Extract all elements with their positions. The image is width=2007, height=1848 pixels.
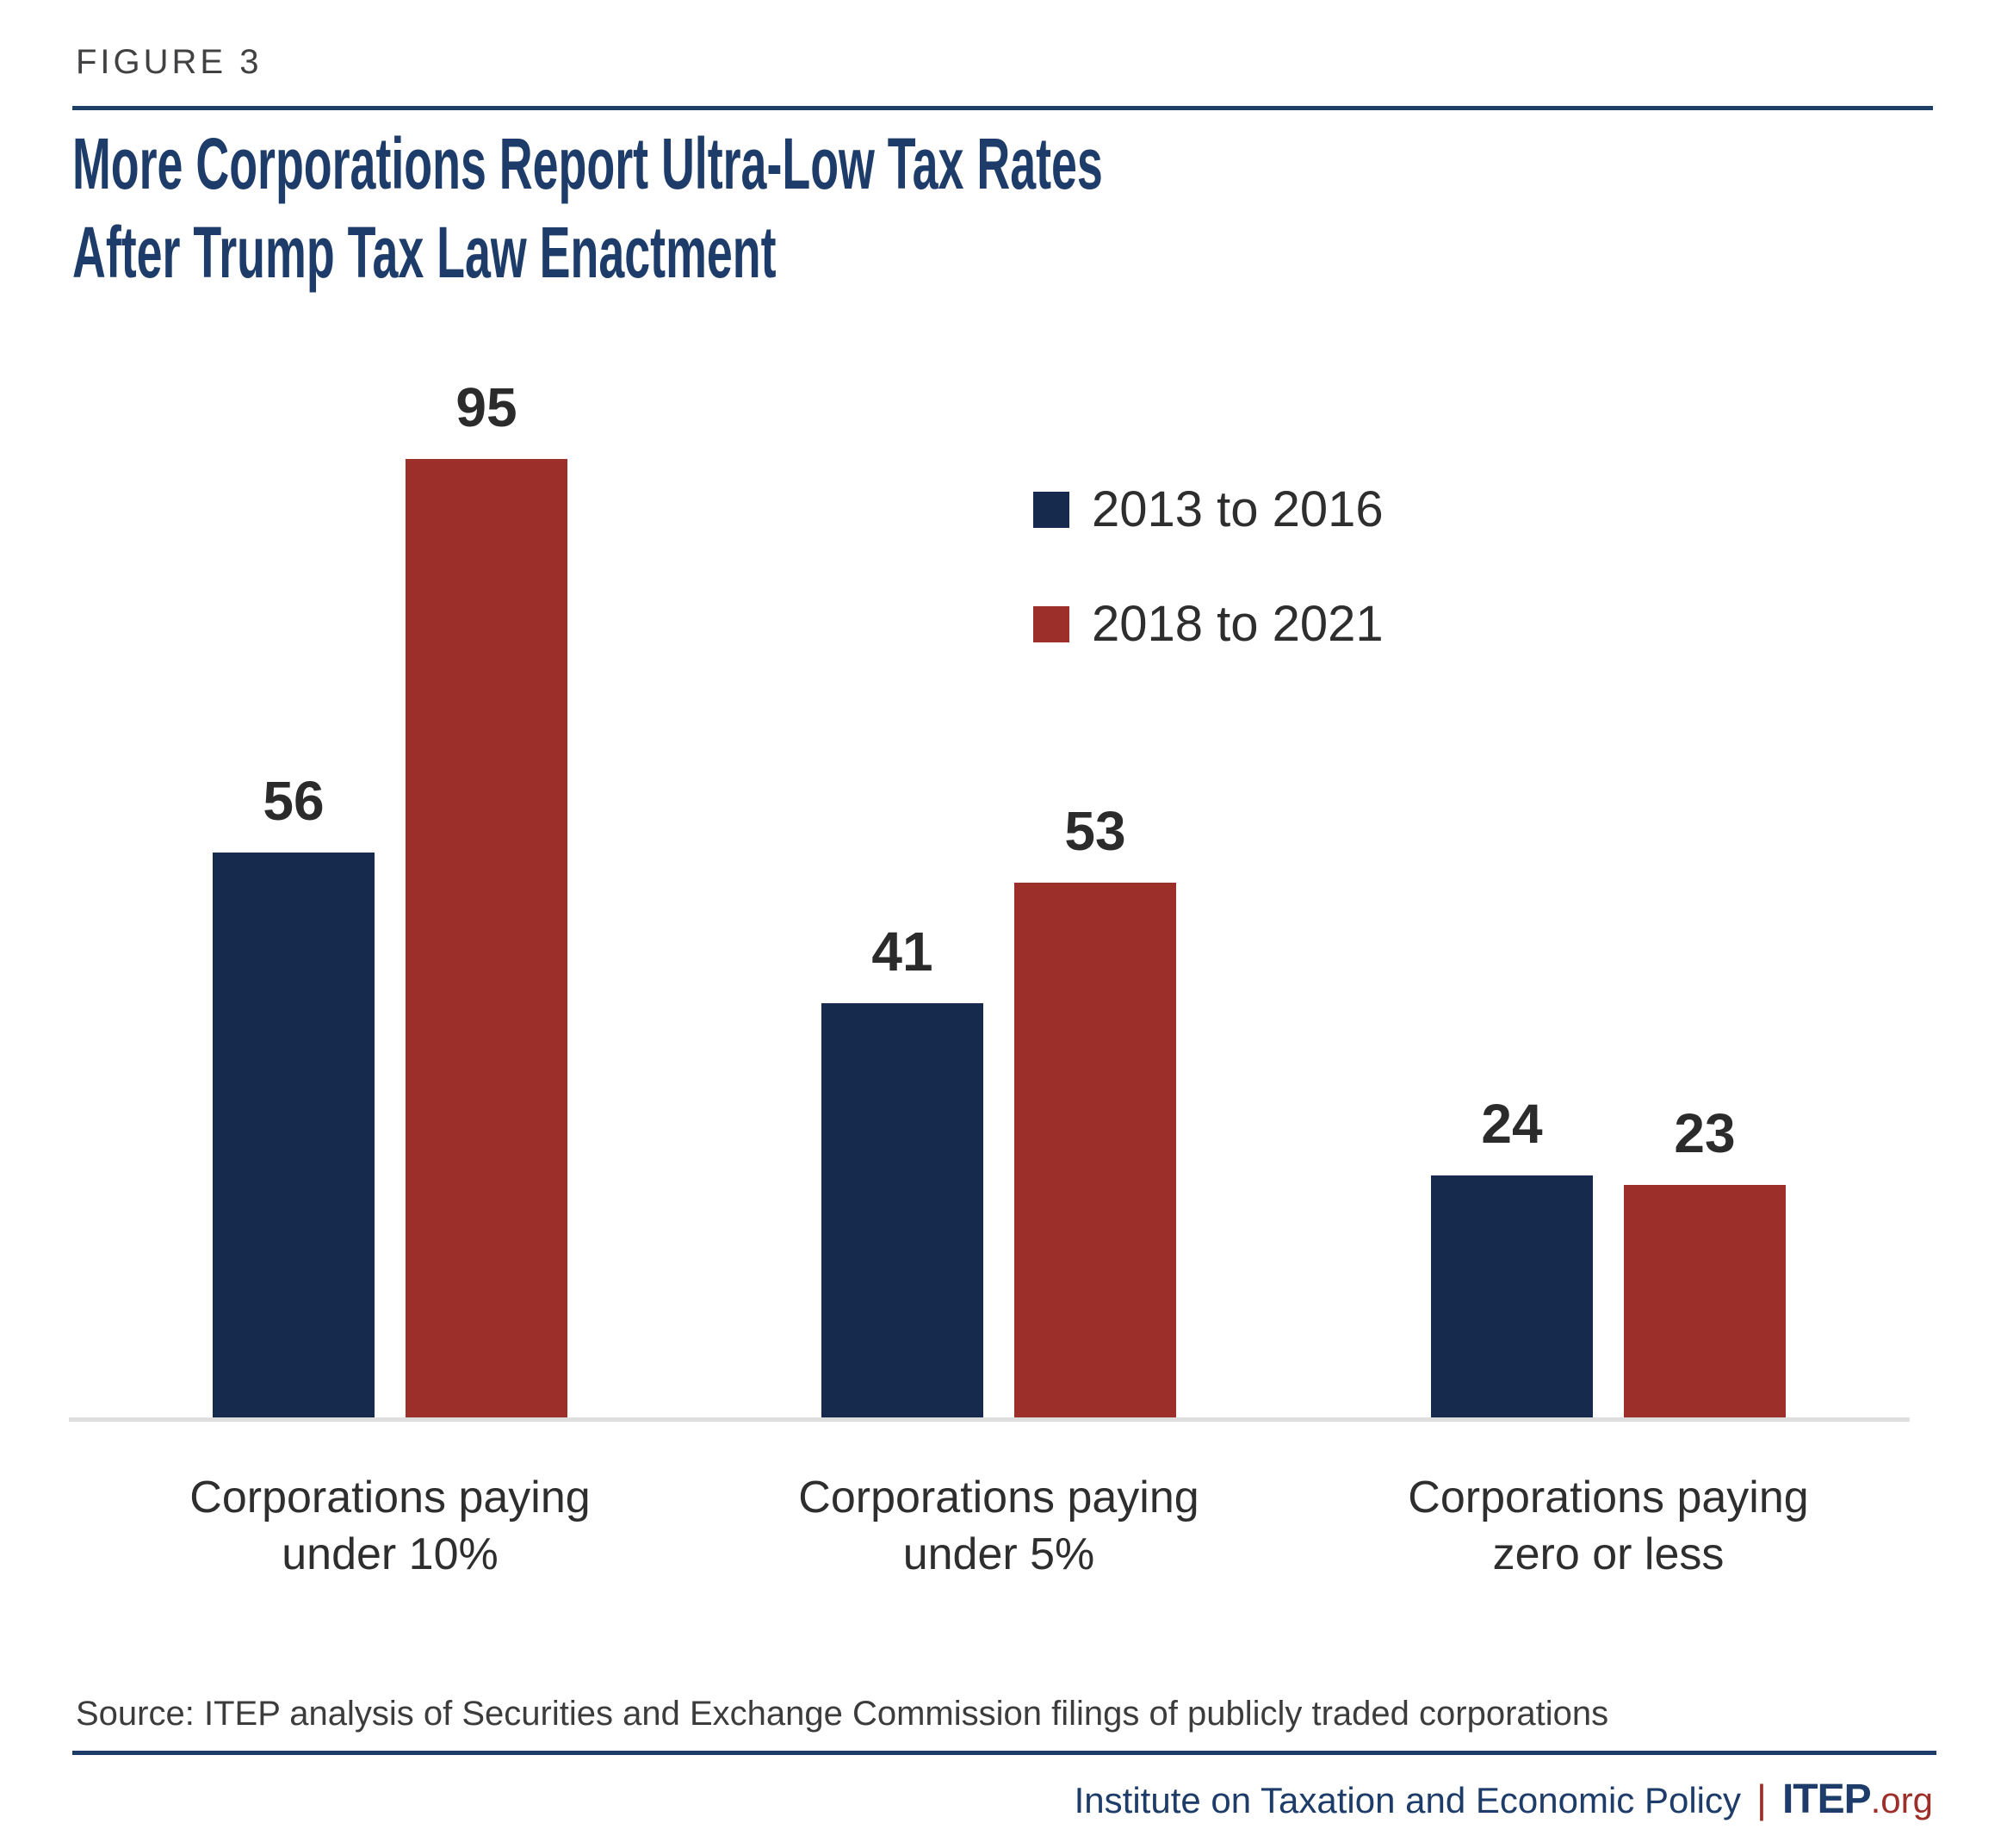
- legend-label: 2013 to 2016: [1092, 481, 1384, 537]
- figure-label: FIGURE 3: [76, 43, 263, 81]
- legend-item: 2013 to 2016: [1033, 481, 1384, 538]
- legend-item: 2018 to 2021: [1033, 595, 1384, 653]
- x-axis-baseline: [69, 1417, 1910, 1422]
- chart-title-text-1: More Corporations Report Ultra-Low Tax R…: [72, 123, 1103, 204]
- bar: [1431, 1175, 1593, 1417]
- x-axis-label-line: Corporations paying: [798, 1473, 1199, 1522]
- header-divider-rule: [72, 106, 1933, 110]
- x-axis-label-line: Corporations paying: [189, 1473, 591, 1522]
- bar: [821, 1003, 983, 1417]
- bar-value-label: 41: [871, 921, 933, 983]
- x-axis-label-line: under 10%: [282, 1529, 499, 1579]
- footer-divider-rule: [72, 1751, 1936, 1755]
- bar: [213, 853, 375, 1417]
- x-axis-label: Corporations paying zero or less: [1307, 1469, 1910, 1583]
- x-axis-label-line: zero or less: [1492, 1529, 1725, 1579]
- bar-value-label: 24: [1481, 1093, 1543, 1155]
- footer-brand-org-suffix: .org: [1870, 1780, 1933, 1820]
- footer-brand-itep: ITEP: [1781, 1777, 1872, 1822]
- bar-value-label: 53: [1064, 800, 1126, 862]
- bar-value-label: 56: [263, 770, 325, 832]
- footer-separator: |: [1756, 1777, 1767, 1821]
- legend-swatch-icon: [1033, 491, 1069, 528]
- chart-title-line-1: More Corporations Report Ultra-Low Tax R…: [72, 127, 1682, 200]
- legend-label: 2018 to 2021: [1092, 596, 1384, 652]
- chart-title-line-2: After Trump Tax Law Enactment: [72, 216, 1172, 288]
- source-note: Source: ITEP analysis of Securities and …: [76, 1695, 1609, 1733]
- bar-value-label: 95: [455, 376, 517, 438]
- bar: [406, 459, 567, 1417]
- x-axis-label-line: Corporations paying: [1408, 1473, 1809, 1522]
- x-axis-label: Corporations paying under 5%: [697, 1469, 1300, 1583]
- x-axis-label: Corporations paying under 10%: [89, 1469, 691, 1583]
- bar: [1014, 883, 1176, 1417]
- chart-title-text-2: After Trump Tax Law Enactment: [72, 212, 777, 293]
- x-axis-label-line: under 5%: [902, 1529, 1095, 1579]
- bar-value-label: 23: [1674, 1102, 1736, 1164]
- footer: Institute on Taxation and Economic Polic…: [1075, 1776, 1933, 1823]
- legend-swatch-icon: [1033, 605, 1069, 642]
- bar: [1624, 1185, 1786, 1417]
- footer-org-name: Institute on Taxation and Economic Polic…: [1074, 1780, 1741, 1820]
- chart-legend: 2013 to 2016 2018 to 2021: [1033, 481, 1384, 653]
